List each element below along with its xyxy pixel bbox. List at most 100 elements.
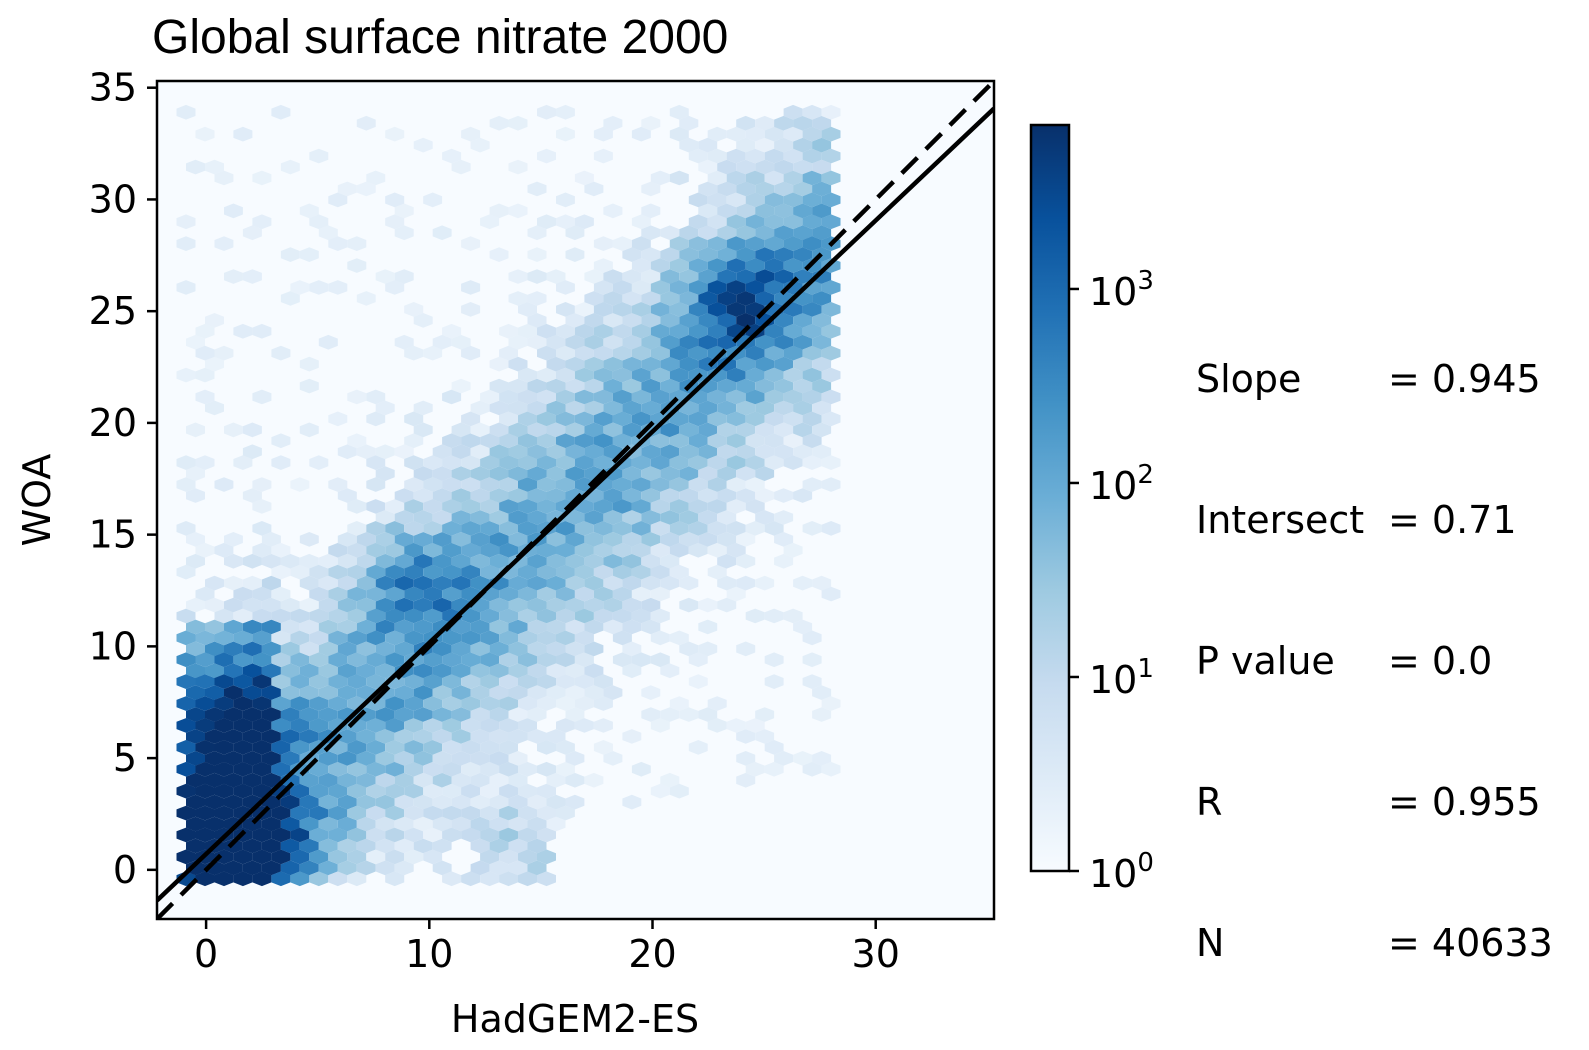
hex-cell-720 — [499, 696, 518, 711]
hex-cell-1148 — [669, 455, 689, 470]
hex-cell-444 — [394, 685, 414, 700]
hex-cell-1092 — [650, 718, 670, 733]
hex-cell-965 — [593, 608, 613, 624]
hex-cell-1240 — [717, 378, 737, 394]
hex-cell-224 — [271, 345, 291, 361]
hex-cell-1331 — [755, 356, 775, 372]
hex-cell-410 — [375, 575, 395, 591]
hex-cell-482 — [404, 740, 424, 755]
hex-cell-33 — [176, 455, 196, 470]
hex-cell-294 — [309, 564, 329, 580]
hex-cell-856 — [546, 334, 566, 350]
hex-cell-902 — [556, 345, 575, 361]
hex-cell-1043 — [612, 236, 632, 251]
hex-cell-1143 — [679, 510, 699, 525]
hex-cell-930 — [574, 542, 594, 558]
hex-cell-873 — [565, 663, 585, 679]
hex-cell-1100 — [650, 564, 670, 580]
hex-cell-822 — [546, 729, 566, 744]
hex-cell-60 — [195, 674, 215, 689]
hex-cell-56 — [195, 718, 215, 733]
hex-cell-907 — [556, 280, 575, 295]
hex-cell-606 — [470, 860, 490, 876]
hex-cell-23 — [186, 619, 205, 635]
hex-cell-832 — [546, 597, 566, 613]
hex-cell-354 — [347, 740, 367, 755]
colorbar — [1029, 123, 1071, 873]
hex-cell-1195 — [698, 400, 718, 416]
hex-cell-1416 — [793, 313, 813, 328]
hex-cell-73 — [195, 367, 215, 383]
hex-cell-188 — [252, 389, 272, 405]
hex-cell-636 — [461, 521, 481, 536]
hex-cell-1158 — [669, 345, 689, 361]
hex-cell-1200 — [688, 345, 708, 361]
hex-cell-1246 — [717, 313, 737, 328]
hex-cell-167 — [261, 729, 281, 744]
regression-lines — [157, 81, 994, 919]
hex-cell-1247 — [707, 302, 727, 317]
hex-cell-1346 — [745, 192, 765, 208]
hex-cell-46 — [195, 827, 215, 843]
hex-cell-80 — [214, 871, 234, 887]
hex-cell-486 — [404, 696, 424, 711]
hex-cell-716 — [499, 740, 518, 755]
hex-cell-943 — [584, 400, 604, 416]
hex-cell-555 — [432, 444, 452, 460]
hex-cell-1106 — [650, 499, 670, 514]
hex-cell-267 — [318, 860, 338, 876]
hex-cell-1448 — [802, 433, 822, 449]
hex-cell-1068 — [641, 400, 661, 416]
hex-cell-923 — [584, 619, 604, 635]
hex-cell-1049 — [631, 608, 651, 624]
hex-cell-571 — [442, 718, 462, 733]
hex-cell-291 — [318, 597, 338, 613]
hex-cell-204 — [271, 740, 291, 755]
hex-cell-380 — [347, 258, 367, 273]
hex-cell-610 — [461, 805, 481, 821]
y-tick-label: 10 — [89, 624, 137, 668]
hex-cell-647 — [470, 400, 490, 416]
hex-cell-1398 — [793, 619, 813, 635]
hex-cell-259 — [290, 477, 310, 492]
hex-cell-406 — [375, 619, 395, 635]
hex-cell-976 — [603, 488, 623, 503]
hex-cell-1029 — [622, 400, 642, 416]
hex-cell-1315 — [755, 575, 775, 591]
hex-cell-25 — [186, 597, 205, 613]
hex-cell-1027 — [622, 422, 642, 438]
hex-cell-1442 — [802, 630, 822, 646]
hex-cell-131 — [233, 718, 253, 733]
hex-cell-727 — [508, 619, 528, 635]
hex-cell-403 — [366, 652, 386, 668]
hex-cell-1299 — [736, 225, 756, 241]
hex-cell-1406 — [793, 422, 813, 438]
hex-cell-398 — [375, 707, 395, 722]
hex-cell-1369 — [764, 411, 784, 427]
hex-cell-540 — [423, 608, 443, 624]
hex-cell-1180 — [698, 619, 718, 635]
hex-cell-87 — [224, 794, 243, 810]
hex-cell-795 — [527, 444, 547, 460]
hex-cell-1432 — [793, 137, 813, 153]
hex-cell-270 — [309, 827, 329, 843]
hex-cell-268 — [309, 849, 329, 865]
hex-cell-75 — [195, 345, 215, 361]
hex-cell-1056 — [641, 532, 661, 547]
hex-cell-897 — [565, 400, 585, 416]
hex-cell-57 — [205, 707, 224, 722]
hex-cell-585 — [442, 564, 462, 580]
hex-cell-433 — [385, 805, 405, 821]
hex-cell-1403 — [783, 455, 803, 470]
hex-cell-484 — [404, 718, 424, 733]
hex-cell-963 — [593, 674, 613, 689]
hex-cell-562 — [451, 816, 471, 832]
hex-cell-1260 — [717, 159, 737, 175]
hex-cell-379 — [356, 291, 376, 306]
hex-cell-1321 — [755, 466, 775, 481]
hex-cell-7 — [186, 794, 205, 810]
hex-cell-404 — [375, 641, 395, 657]
hex-cell-1300 — [726, 214, 746, 230]
hex-cell-948 — [574, 345, 594, 361]
hex-cell-411 — [366, 564, 386, 580]
